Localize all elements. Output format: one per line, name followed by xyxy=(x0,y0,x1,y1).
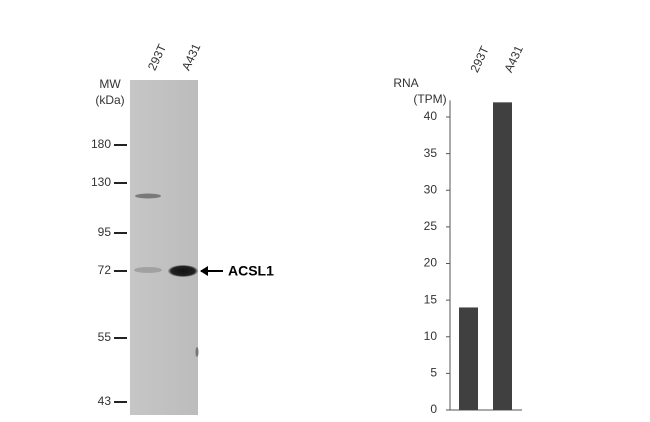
mw-label: MW xyxy=(99,77,121,91)
mw-marker: 55 xyxy=(98,330,112,344)
blot-band xyxy=(168,265,198,277)
mw-marker: 180 xyxy=(91,137,111,151)
mw-marker: 72 xyxy=(98,263,112,277)
y-tick-label: 40 xyxy=(424,109,438,123)
bar xyxy=(493,102,512,410)
mw-marker: 95 xyxy=(98,225,112,239)
y-tick-label: 5 xyxy=(430,366,437,380)
lane-label: 293T xyxy=(145,41,170,72)
x-tick-label: A431 xyxy=(501,43,526,75)
mw-marker: 130 xyxy=(91,175,111,189)
y-tick-label: 10 xyxy=(424,329,438,343)
y-tick-label: 15 xyxy=(424,292,438,306)
bar xyxy=(459,307,478,410)
band-label: ACSL1 xyxy=(228,263,274,279)
y-tick-label: 25 xyxy=(424,219,438,233)
blot-band xyxy=(134,267,162,273)
y-tick-label: 20 xyxy=(424,256,438,270)
blot-band xyxy=(135,193,161,199)
y-tick-label: 0 xyxy=(430,402,437,416)
y-axis-label: RNA xyxy=(393,76,418,90)
y-tick-label: 30 xyxy=(424,182,438,196)
mw-marker: 43 xyxy=(98,394,112,408)
arrow-head xyxy=(200,266,208,276)
mw-label: (kDa) xyxy=(95,93,124,107)
y-axis-label: (TPM) xyxy=(413,92,446,106)
blot-membrane xyxy=(130,80,198,415)
x-tick-label: 293T xyxy=(467,43,492,74)
blot-artifact xyxy=(195,347,199,357)
y-tick-label: 35 xyxy=(424,146,438,160)
lane-label: A431 xyxy=(179,41,204,73)
